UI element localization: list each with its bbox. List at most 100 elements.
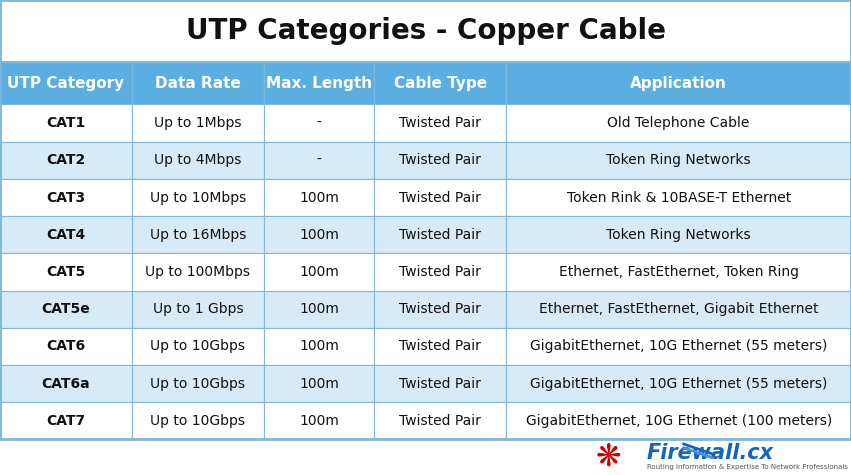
Bar — [132, 328, 264, 365]
Bar — [374, 142, 506, 179]
Bar — [506, 291, 851, 328]
Bar — [0, 62, 132, 104]
Bar — [506, 365, 851, 402]
Text: UTP Categories - Copper Cable: UTP Categories - Copper Cable — [186, 17, 665, 45]
Text: ❋: ❋ — [596, 443, 621, 472]
Bar — [374, 253, 506, 291]
Bar — [132, 253, 264, 291]
Bar — [506, 104, 851, 142]
Bar — [506, 402, 851, 439]
Text: Ethernet, FastEthernet, Token Ring: Ethernet, FastEthernet, Token Ring — [558, 265, 799, 279]
Bar — [0, 291, 132, 328]
Text: CAT3: CAT3 — [47, 190, 85, 205]
Text: Twisted Pair: Twisted Pair — [399, 339, 482, 353]
Text: Twisted Pair: Twisted Pair — [399, 153, 482, 167]
Bar — [374, 62, 506, 104]
Bar — [132, 62, 264, 104]
Bar — [264, 253, 374, 291]
Bar — [374, 328, 506, 365]
Bar — [132, 216, 264, 253]
Bar — [374, 104, 506, 142]
Text: Token Ring Networks: Token Ring Networks — [607, 153, 751, 167]
Text: Twisted Pair: Twisted Pair — [399, 116, 482, 130]
Text: Old Telephone Cable: Old Telephone Cable — [608, 116, 750, 130]
Text: -: - — [317, 153, 322, 167]
Text: Data Rate: Data Rate — [155, 76, 241, 91]
Text: CAT5e: CAT5e — [42, 302, 90, 316]
Text: 100m: 100m — [300, 265, 339, 279]
Text: Up to 1Mbps: Up to 1Mbps — [154, 116, 242, 130]
Text: CAT1: CAT1 — [46, 116, 86, 130]
Bar — [132, 179, 264, 216]
Bar — [374, 291, 506, 328]
Text: Twisted Pair: Twisted Pair — [399, 302, 482, 316]
Bar — [374, 365, 506, 402]
Bar — [0, 0, 851, 62]
Bar — [264, 402, 374, 439]
Text: 100m: 100m — [300, 414, 339, 428]
Text: UTP Category: UTP Category — [8, 76, 124, 91]
Text: 100m: 100m — [300, 339, 339, 353]
Text: 100m: 100m — [300, 377, 339, 390]
Text: Twisted Pair: Twisted Pair — [399, 414, 482, 428]
Text: Up to 10Mbps: Up to 10Mbps — [150, 190, 246, 205]
Text: Firewall.cx: Firewall.cx — [647, 443, 774, 464]
Text: 100m: 100m — [300, 190, 339, 205]
Text: Max. Length: Max. Length — [266, 76, 372, 91]
Bar — [0, 253, 132, 291]
Bar — [264, 328, 374, 365]
Text: Cable Type: Cable Type — [394, 76, 487, 91]
Bar — [132, 402, 264, 439]
Bar — [0, 328, 132, 365]
Text: Up to 100Mbps: Up to 100Mbps — [146, 265, 250, 279]
Bar — [0, 365, 132, 402]
Text: GigabitEthernet, 10G Ethernet (55 meters): GigabitEthernet, 10G Ethernet (55 meters… — [530, 339, 827, 353]
Bar — [506, 253, 851, 291]
Text: CAT6a: CAT6a — [42, 377, 90, 390]
Bar — [0, 104, 132, 142]
Text: Up to 10Gbps: Up to 10Gbps — [151, 414, 245, 428]
Text: GigabitEthernet, 10G Ethernet (100 meters): GigabitEthernet, 10G Ethernet (100 meter… — [526, 414, 831, 428]
Bar — [264, 142, 374, 179]
Text: Up to 10Gbps: Up to 10Gbps — [151, 377, 245, 390]
Text: CAT2: CAT2 — [46, 153, 86, 167]
Bar — [506, 328, 851, 365]
Bar — [0, 216, 132, 253]
Text: Token Ring Networks: Token Ring Networks — [607, 228, 751, 242]
Bar — [506, 216, 851, 253]
Bar — [132, 365, 264, 402]
Text: CAT6: CAT6 — [47, 339, 85, 353]
Bar — [264, 104, 374, 142]
Bar — [264, 365, 374, 402]
Text: Routing Information & Expertise To Network Professionals: Routing Information & Expertise To Netwo… — [647, 464, 848, 470]
Text: Twisted Pair: Twisted Pair — [399, 265, 482, 279]
Text: Up to 1 Gbps: Up to 1 Gbps — [152, 302, 243, 316]
Bar — [132, 142, 264, 179]
Text: GigabitEthernet, 10G Ethernet (55 meters): GigabitEthernet, 10G Ethernet (55 meters… — [530, 377, 827, 390]
Text: 100m: 100m — [300, 302, 339, 316]
Bar — [0, 402, 132, 439]
Text: CAT5: CAT5 — [46, 265, 86, 279]
Bar — [374, 179, 506, 216]
Text: Token Rink & 10BASE-T Ethernet: Token Rink & 10BASE-T Ethernet — [567, 190, 791, 205]
Bar — [374, 216, 506, 253]
Bar — [506, 142, 851, 179]
Text: CAT7: CAT7 — [47, 414, 85, 428]
Text: Up to 16Mbps: Up to 16Mbps — [150, 228, 246, 242]
Text: Up to 4Mbps: Up to 4Mbps — [154, 153, 242, 167]
Bar — [0, 142, 132, 179]
Text: Application: Application — [631, 76, 727, 91]
Bar — [506, 179, 851, 216]
Bar — [264, 62, 374, 104]
Bar — [132, 104, 264, 142]
Text: -: - — [317, 116, 322, 130]
Text: Ethernet, FastEthernet, Gigabit Ethernet: Ethernet, FastEthernet, Gigabit Ethernet — [539, 302, 819, 316]
Bar — [506, 62, 851, 104]
Bar — [264, 179, 374, 216]
Bar — [132, 291, 264, 328]
Text: CAT4: CAT4 — [46, 228, 86, 242]
Bar — [0, 179, 132, 216]
Text: Twisted Pair: Twisted Pair — [399, 377, 482, 390]
Bar — [264, 216, 374, 253]
Bar — [264, 291, 374, 328]
